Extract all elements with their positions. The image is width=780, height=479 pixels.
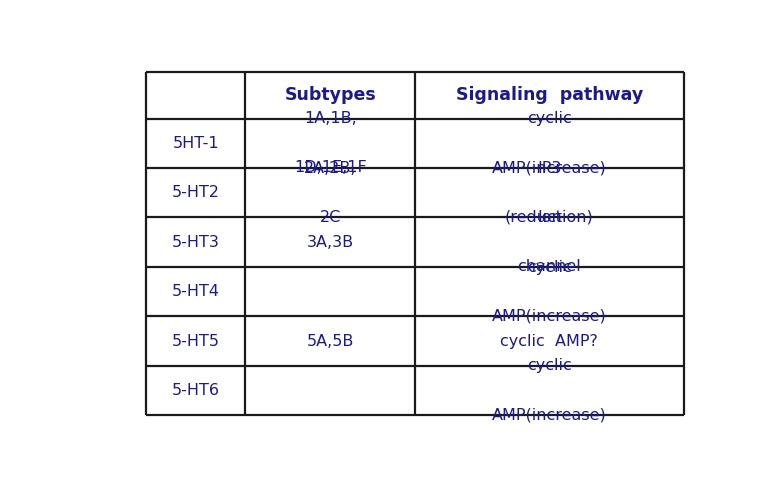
Text: 5-HT4: 5-HT4 — [172, 284, 220, 299]
Text: 5-HT3: 5-HT3 — [172, 235, 219, 250]
Text: 1A,1B,

1D,1E,1F: 1A,1B, 1D,1E,1F — [294, 111, 367, 175]
Text: 5-HT5: 5-HT5 — [172, 333, 220, 349]
Text: 5-HT2: 5-HT2 — [172, 185, 220, 200]
Text: cyclic

AMP(increase): cyclic AMP(increase) — [492, 111, 607, 175]
Text: cyclic

AMP(increase): cyclic AMP(increase) — [492, 358, 607, 422]
Text: Signaling  pathway: Signaling pathway — [456, 86, 643, 104]
Text: 2A,2B,

2C: 2A,2B, 2C — [304, 160, 356, 225]
Text: 3A,3B: 3A,3B — [307, 235, 353, 250]
Text: cyclic

AMP(increase): cyclic AMP(increase) — [492, 260, 607, 324]
Text: 5A,5B: 5A,5B — [307, 333, 354, 349]
Text: 5HT-1: 5HT-1 — [172, 136, 219, 151]
Text: 5-HT6: 5-HT6 — [172, 383, 220, 398]
Text: cyclic  AMP?: cyclic AMP? — [501, 333, 598, 349]
Text: Ion

channel: Ion channel — [517, 210, 581, 274]
Text: IP3

(reduction): IP3 (reduction) — [505, 160, 594, 225]
Text: Subtypes: Subtypes — [284, 86, 376, 104]
